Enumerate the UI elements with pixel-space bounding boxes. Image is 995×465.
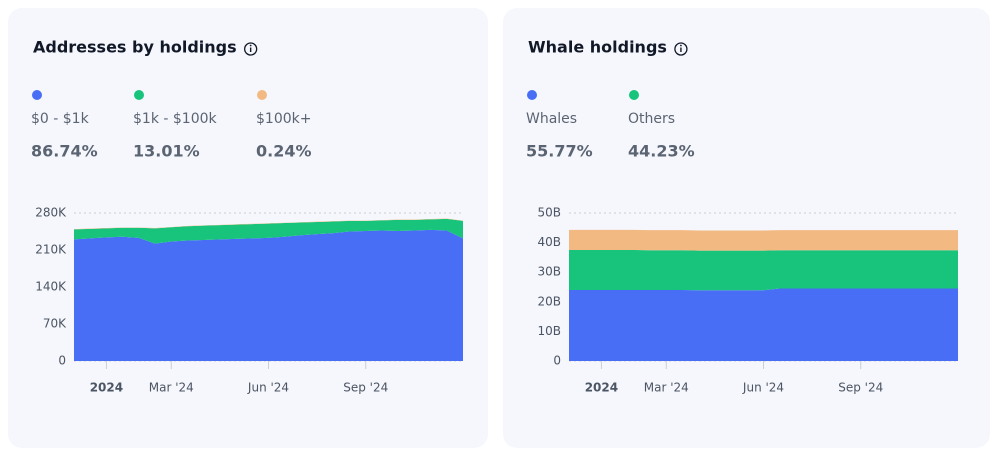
y-tick-label: 40B [537,235,561,249]
legend-dot [257,90,267,100]
x-tick-label: 2024 [585,381,618,395]
y-tick-label: 0 [58,354,66,368]
area [569,250,958,291]
area [74,218,463,244]
legend-label: Whales [526,111,577,127]
info-icon [244,42,258,56]
x-tick-label: Sep '24 [343,381,388,395]
legend-dot [32,90,42,100]
legend-label: $1k - $100k [133,111,218,127]
legend-share: 0.24% [256,142,312,161]
legend-label: Others [628,111,675,127]
info-icon-dot [680,44,682,47]
x-tick-label: Mar '24 [644,381,689,395]
y-tick-label: 50B [537,206,561,220]
y-tick-label: 20B [537,294,561,308]
y-tick-label: 280K [35,206,67,220]
y-tick-label: 70K [43,317,67,331]
y-tick-label: 10B [537,324,561,338]
x-tick-label: Jun '24 [742,381,784,395]
info-icon [674,42,688,56]
card-title: Whale holdings [528,38,667,57]
info-icon-dot [249,44,252,47]
legend-dot [629,90,639,100]
x-tick-label: 2024 [90,381,123,395]
legend-share: 44.23% [628,142,695,161]
area [569,229,958,251]
x-tick-label: Jun '24 [247,381,289,395]
legend-dot [527,90,537,100]
y-tick-label: 30B [537,265,561,279]
y-tick-label: 0 [553,354,561,368]
legend-dot [134,90,144,100]
y-tick-label: 210K [35,243,67,257]
legend-label: $100k+ [256,111,311,127]
legend-share: 86.74% [31,142,98,161]
legend-share: 55.77% [526,142,593,161]
area [74,229,463,361]
card: Addresses by holdings $0 - $1k 86.74% $1k -… [8,8,488,448]
card-title: Addresses by holdings [33,38,237,57]
x-tick-label: Sep '24 [838,381,883,395]
legend-share: 13.01% [133,142,200,161]
legend-label: $0 - $1k [31,111,90,127]
x-tick-label: Mar '24 [149,381,194,395]
area [569,288,958,361]
y-tick-label: 140K [35,280,67,294]
card: Whale holdings Whales 55.77% Others 44.23% 0 1… [503,8,990,448]
